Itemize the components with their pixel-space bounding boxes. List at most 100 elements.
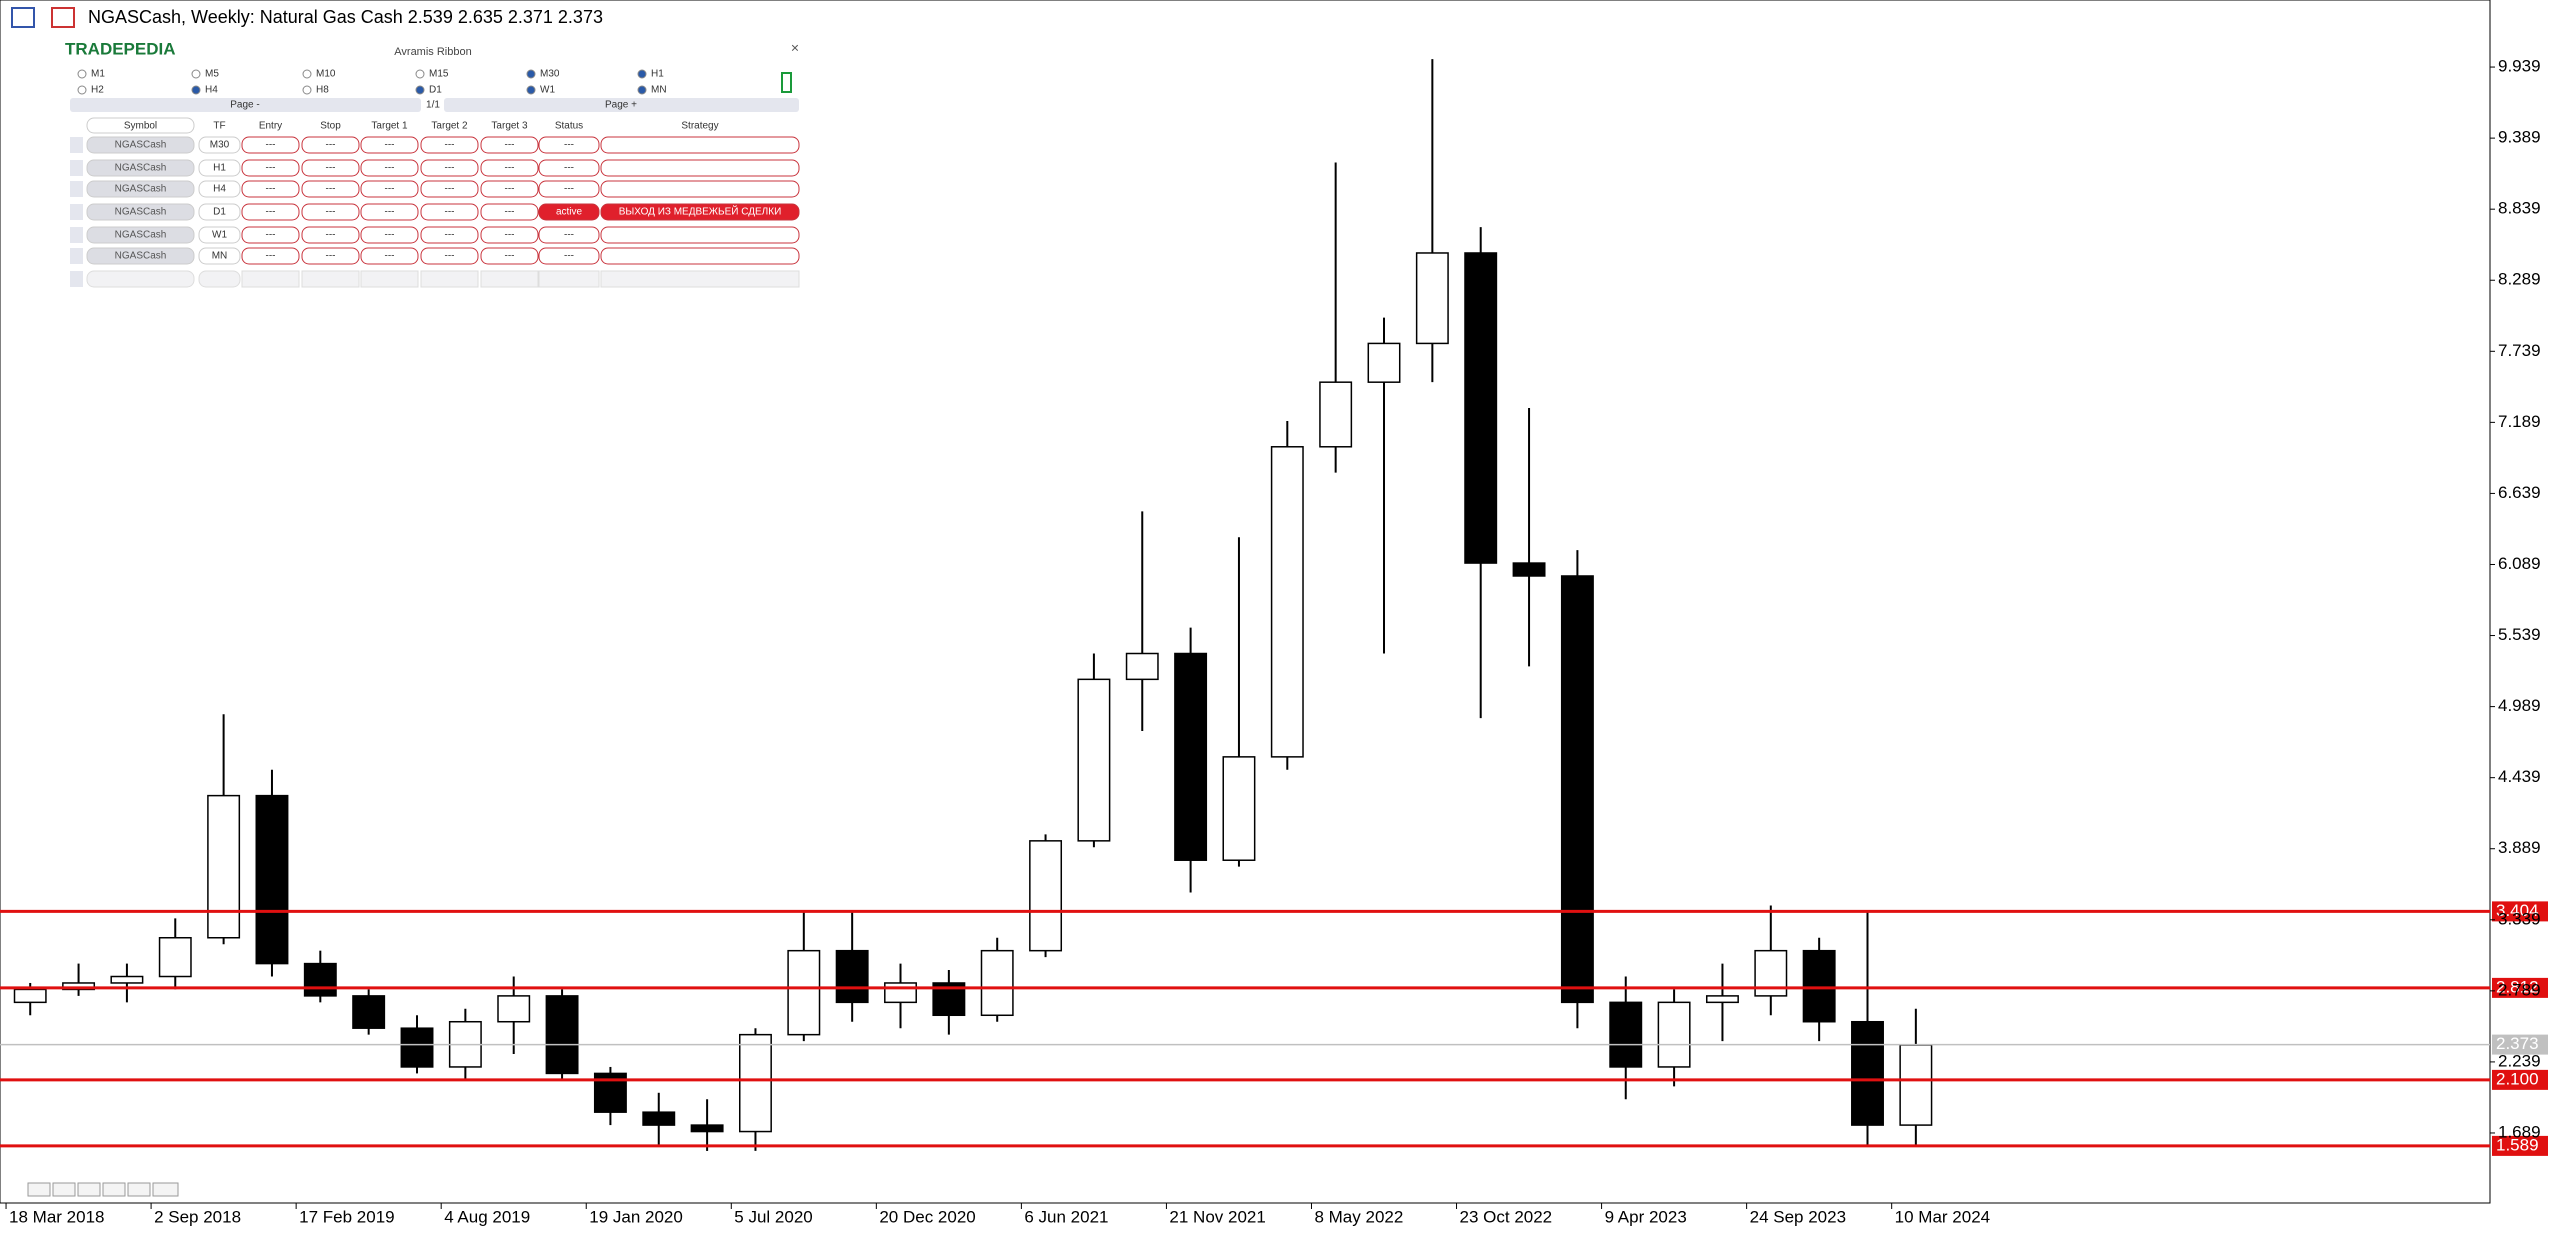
- cell-text: ---: [326, 184, 336, 195]
- radio-label: MN: [651, 85, 667, 96]
- cell-text: ---: [564, 184, 574, 195]
- radio[interactable]: [415, 69, 425, 79]
- cell[interactable]: [420, 159, 479, 177]
- empty-cell: [198, 270, 241, 288]
- scroll-buttons: [27, 1182, 179, 1197]
- cell[interactable]: [360, 226, 419, 244]
- candle-body: [400, 1027, 434, 1068]
- button[interactable]: [27, 1182, 51, 1197]
- cell[interactable]: [301, 136, 360, 154]
- cell[interactable]: [480, 136, 539, 154]
- page-prev-button[interactable]: [70, 98, 421, 112]
- cell[interactable]: [480, 203, 539, 221]
- cell[interactable]: [301, 180, 360, 198]
- cell[interactable]: [600, 247, 800, 265]
- candle-body: [1705, 995, 1739, 1004]
- level-label: 2.373: [2496, 1034, 2539, 1053]
- row-handle: [70, 204, 83, 220]
- candle-body: [738, 1033, 772, 1133]
- cell-text: ---: [505, 184, 515, 195]
- radio[interactable]: [526, 69, 536, 79]
- button[interactable]: [127, 1182, 151, 1197]
- cell-text: NGASCash: [115, 230, 167, 241]
- cell[interactable]: [538, 247, 600, 265]
- radio[interactable]: [526, 85, 536, 95]
- radio[interactable]: [77, 85, 87, 95]
- cell[interactable]: [600, 203, 800, 221]
- button[interactable]: [52, 1182, 76, 1197]
- x-tick-label: 23 Oct 2022: [1460, 1207, 1553, 1226]
- cell[interactable]: [241, 203, 300, 221]
- radio[interactable]: [302, 69, 312, 79]
- cell[interactable]: [241, 180, 300, 198]
- cell[interactable]: [360, 180, 419, 198]
- radio[interactable]: [191, 85, 201, 95]
- close-button[interactable]: ×: [791, 40, 799, 56]
- cell[interactable]: [301, 226, 360, 244]
- cell[interactable]: [600, 159, 800, 177]
- radio[interactable]: [191, 69, 201, 79]
- candle-body: [1609, 1001, 1643, 1068]
- cell-text: ---: [445, 163, 455, 174]
- cell[interactable]: [420, 180, 479, 198]
- button[interactable]: [152, 1182, 179, 1197]
- radio[interactable]: [415, 85, 425, 95]
- cell[interactable]: [420, 226, 479, 244]
- radio-label: H2: [91, 85, 104, 96]
- row-handle: [70, 227, 83, 243]
- y-tick-label: 6.089: [2498, 554, 2541, 573]
- cell[interactable]: [538, 226, 600, 244]
- cell[interactable]: [360, 159, 419, 177]
- cell-text: ---: [326, 230, 336, 241]
- cell[interactable]: [538, 180, 600, 198]
- cell[interactable]: [480, 247, 539, 265]
- radio-label: H1: [651, 69, 664, 80]
- cell: [86, 159, 195, 177]
- radio[interactable]: [637, 69, 647, 79]
- cell[interactable]: [241, 159, 300, 177]
- button[interactable]: [77, 1182, 101, 1197]
- page-next-button[interactable]: [444, 98, 799, 112]
- cell[interactable]: [301, 203, 360, 221]
- cell[interactable]: [538, 203, 600, 221]
- radio[interactable]: [77, 69, 87, 79]
- chart-title: NGASCash, Weekly: Natural Gas Cash 2.539…: [88, 7, 603, 27]
- cell[interactable]: [600, 136, 800, 154]
- button[interactable]: [102, 1182, 126, 1197]
- cell[interactable]: [538, 136, 600, 154]
- cell[interactable]: [360, 136, 419, 154]
- cell[interactable]: [241, 136, 300, 154]
- cell[interactable]: [241, 226, 300, 244]
- cell[interactable]: [480, 159, 539, 177]
- cell-text: ---: [505, 230, 515, 241]
- cell[interactable]: [600, 226, 800, 244]
- logo: TRADEPEDIA: [65, 39, 176, 58]
- cell[interactable]: [420, 203, 479, 221]
- cell-text: ---: [326, 207, 336, 218]
- cell: [198, 247, 241, 265]
- radio-label: M5: [205, 69, 219, 80]
- cell[interactable]: [538, 159, 600, 177]
- cell[interactable]: [420, 136, 479, 154]
- cell[interactable]: [480, 180, 539, 198]
- candle-body: [1657, 1001, 1691, 1068]
- radio[interactable]: [302, 85, 312, 95]
- radio[interactable]: [637, 85, 647, 95]
- row-handle: [70, 248, 83, 264]
- cell[interactable]: [480, 226, 539, 244]
- cell[interactable]: [360, 247, 419, 265]
- cell[interactable]: [241, 247, 300, 265]
- cell[interactable]: [360, 203, 419, 221]
- y-tick-label: 6.639: [2498, 483, 2541, 502]
- cell[interactable]: [301, 159, 360, 177]
- cell-text: ---: [266, 184, 276, 195]
- radio-label: M10: [316, 69, 336, 80]
- candle-body: [303, 962, 337, 997]
- candles: [13, 59, 1933, 1151]
- cell-text: ---: [385, 251, 395, 262]
- axes: 9.939 9.389 8.839 8.289 7.739 7.189 6.639 6.089…: [5, 57, 2541, 1226]
- radio-label: H4: [205, 85, 218, 96]
- cell[interactable]: [301, 247, 360, 265]
- cell[interactable]: [420, 247, 479, 265]
- cell[interactable]: [600, 180, 800, 198]
